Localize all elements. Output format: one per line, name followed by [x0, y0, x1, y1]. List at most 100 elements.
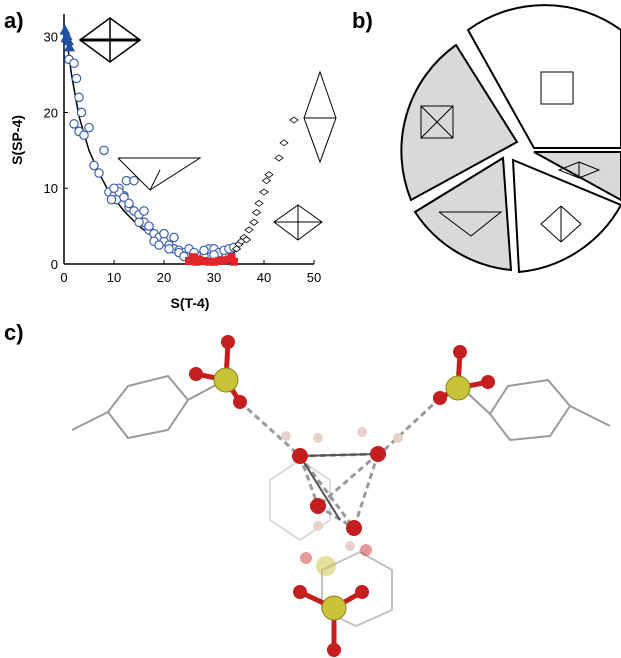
data-point	[259, 188, 269, 196]
oxygen-atom	[360, 544, 372, 556]
data-point	[274, 154, 284, 162]
x-tick-label: 0	[60, 270, 67, 285]
pie-slice-tetrahedron	[511, 158, 621, 274]
panel-label-a: a)	[4, 8, 24, 33]
data-point	[251, 208, 262, 216]
octahedron-inset	[78, 17, 142, 63]
data-point	[189, 253, 197, 262]
oxygen-atom	[433, 391, 447, 405]
oxygen-atom	[355, 585, 369, 599]
x-tick-label: 30	[207, 270, 221, 285]
data-point	[74, 92, 84, 103]
data-point	[249, 218, 259, 226]
tetrahedron-glyph	[540, 205, 582, 243]
data-point	[220, 256, 228, 265]
data-point	[279, 139, 289, 147]
oxygen-atom	[189, 367, 203, 381]
data-point	[241, 236, 252, 244]
chart-marks	[59, 24, 299, 266]
path-curve-line	[65, 36, 243, 263]
hydrogen-atom	[313, 433, 323, 443]
y-axis-label: S(SP-4)	[9, 115, 25, 165]
hydrogen-atom	[345, 541, 355, 551]
data-point	[164, 244, 174, 254]
hydrogen-atom	[313, 521, 323, 531]
data-point	[289, 116, 299, 124]
y-tick-label: 30	[44, 30, 58, 45]
oxygen-atom	[453, 345, 467, 359]
oxygen-atom	[221, 335, 235, 349]
data-point	[227, 253, 236, 262]
aryl-rings	[71, 374, 611, 628]
shape-map-scatter-chart: 0 10 20 30 40 50 0 10 20 30 S(T-4) S(SP-4)	[9, 14, 337, 311]
chart-tick-labels: 0 10 20 30 40 50 0 10 20 30	[44, 30, 322, 285]
data-point	[134, 217, 144, 228]
data-point	[195, 255, 203, 264]
water-cluster-edges	[299, 453, 379, 521]
trigonal-bipyramid-inset	[303, 70, 337, 164]
data-point	[64, 41, 75, 52]
data-point	[215, 256, 223, 265]
data-point	[244, 226, 254, 234]
sulfur-atom	[321, 595, 347, 621]
data-point	[119, 192, 129, 203]
data-point	[154, 240, 164, 250]
oxygen-atom	[293, 585, 307, 599]
data-point	[84, 122, 94, 133]
data-point	[169, 232, 179, 243]
oxygen-atom	[481, 375, 495, 389]
pie-slice-square-planar	[466, 4, 621, 149]
seesaw-inset	[117, 157, 202, 191]
data-point	[264, 171, 274, 179]
left-aryl-ring	[106, 374, 190, 440]
hydrogen-atom	[281, 431, 291, 441]
series-diamond	[231, 116, 299, 253]
panel-label-b: b)	[352, 8, 373, 33]
tetrahedron-inset	[273, 204, 323, 241]
data-point	[210, 257, 218, 266]
data-point	[261, 177, 272, 185]
water-oxygen	[310, 498, 326, 514]
data-point	[144, 221, 154, 231]
water-oxygen	[292, 448, 308, 464]
chart-axes	[63, 14, 315, 265]
data-point	[60, 32, 72, 43]
right-aryl-ring	[488, 378, 572, 442]
data-point	[94, 168, 104, 178]
x-axis-label: S(T-4)	[171, 295, 210, 311]
data-point	[124, 198, 134, 209]
square-planar-glyph	[540, 71, 574, 105]
butterfly-glyph	[420, 105, 454, 139]
x-tick-label: 40	[257, 270, 271, 285]
data-point	[159, 228, 169, 239]
data-point	[139, 206, 149, 216]
data-point	[230, 257, 238, 266]
y-tick-label: 0	[51, 257, 58, 272]
x-tick-label: 10	[107, 270, 121, 285]
hydrogen-atom	[357, 427, 367, 437]
data-point	[129, 175, 139, 186]
seesaw-glyph	[438, 211, 503, 237]
data-point	[199, 245, 209, 256]
water-oxygen	[370, 446, 386, 462]
atoms	[189, 335, 495, 657]
pie-slice-butterfly	[400, 43, 519, 202]
data-point	[76, 107, 87, 118]
geometry-pie-chart	[400, 4, 621, 274]
data-point	[69, 58, 79, 69]
water-oxygen	[346, 520, 362, 536]
data-point	[79, 130, 89, 141]
crystal-structure-fragment	[71, 335, 611, 657]
x-tick-label: 50	[307, 270, 321, 285]
data-point	[254, 199, 264, 207]
oxygen-atom	[300, 552, 312, 564]
sulfur-atom	[316, 556, 336, 576]
series-triangle	[59, 24, 75, 52]
sulfur-atom	[213, 367, 239, 393]
data-point	[106, 194, 117, 205]
data-point	[59, 24, 71, 35]
data-point	[205, 257, 213, 266]
pie-slice-seesaw	[413, 156, 513, 272]
series-square	[185, 253, 238, 266]
data-point	[99, 145, 109, 156]
